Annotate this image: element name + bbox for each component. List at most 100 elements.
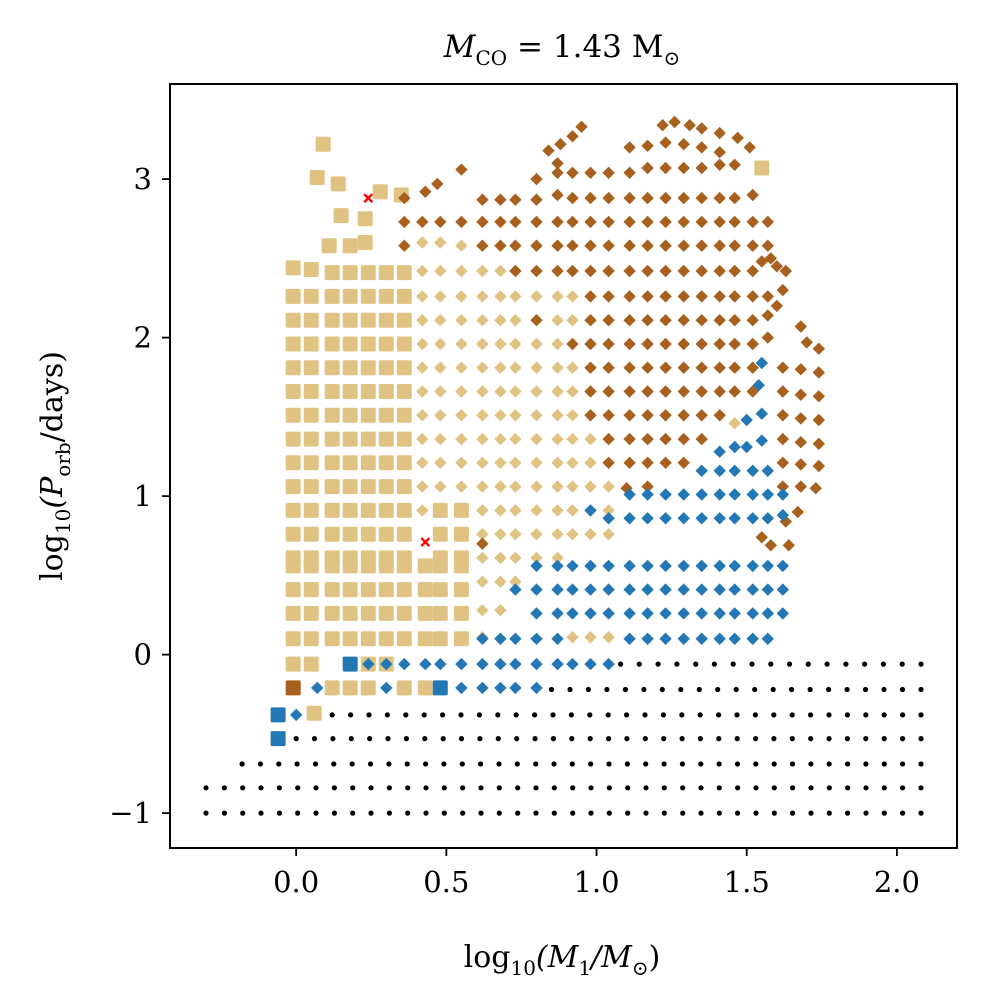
brown-diamond-point: [746, 188, 759, 202]
tan-diamond-point: [434, 385, 447, 398]
black-dot: [845, 810, 851, 816]
blue-diamond-point: [713, 445, 726, 458]
tan-square-point: [342, 605, 358, 621]
black-dot: [403, 736, 409, 742]
tan-square-point: [378, 360, 394, 376]
tan-diamond-point: [494, 361, 507, 374]
black-dot: [421, 712, 427, 718]
black-dot: [606, 810, 612, 816]
brown-diamond-point: [554, 138, 567, 151]
blue-diamond-point: [602, 607, 615, 620]
black-dot: [440, 712, 446, 718]
brown-diamond-point: [746, 264, 759, 278]
tan-diamond-point: [476, 432, 489, 446]
black-dot: [881, 785, 887, 791]
tan-diamond-point: [551, 361, 564, 374]
brown-diamond-point: [641, 139, 654, 152]
blue-diamond-point: [530, 607, 543, 620]
brown-diamond-point: [695, 409, 708, 422]
tan-diamond-point: [434, 432, 447, 446]
black-dot: [826, 785, 832, 791]
tan-square-point: [303, 656, 319, 672]
blue-diamond-point: [476, 681, 489, 695]
blue-diamond-point: [776, 508, 789, 522]
brown-diamond-point: [584, 361, 597, 374]
brown-diamond-point: [530, 314, 543, 327]
black-dot: [294, 761, 300, 767]
black-dot: [533, 810, 539, 816]
blue-diamond-point: [677, 488, 690, 501]
brown-diamond-point: [641, 290, 654, 303]
tan-diamond-point: [602, 480, 615, 493]
tan-square-point: [342, 312, 358, 328]
black-dot: [569, 736, 575, 742]
brown-diamond-point: [764, 252, 777, 265]
tan-square-point: [285, 656, 301, 672]
brown-diamond-point: [812, 390, 825, 403]
black-dot: [496, 761, 502, 767]
tan-square-point: [378, 312, 394, 328]
black-dot: [532, 736, 538, 742]
tan-square-point: [378, 455, 394, 471]
brown-diamond-point: [677, 361, 690, 374]
brown-diamond-point: [641, 385, 654, 398]
tan-square-point: [360, 336, 376, 352]
brown-diamond-point: [623, 432, 636, 446]
brown-diamond-point: [659, 215, 672, 229]
black-dot: [826, 761, 832, 767]
brown-diamond-point: [695, 215, 708, 229]
x-axis-label: log10(M1/M⊙): [464, 940, 661, 980]
tan-diamond-point: [530, 456, 543, 469]
blue-diamond-point: [434, 657, 447, 671]
black-dot: [331, 761, 337, 767]
brown-diamond-point: [641, 239, 654, 252]
brown-diamond-point: [551, 215, 564, 229]
tan-diamond-point: [494, 409, 507, 422]
tan-diamond-point: [551, 409, 564, 422]
brown-diamond-point: [731, 131, 744, 145]
brown-diamond-point: [761, 239, 774, 252]
brown-diamond-point: [677, 290, 690, 303]
brown-diamond-point: [695, 314, 708, 327]
blue-diamond-point: [776, 583, 789, 596]
brown-diamond-point: [770, 299, 783, 313]
blue-diamond-point: [761, 607, 774, 620]
tan-square-point: [324, 631, 340, 647]
blue-diamond-point: [641, 607, 654, 620]
blue-diamond-point: [551, 632, 564, 645]
blue-diamond-point: [566, 657, 579, 671]
brown-diamond-point: [602, 337, 615, 351]
tan-square-point: [324, 336, 340, 352]
blue-diamond-point: [746, 488, 759, 501]
tan-square-point: [360, 502, 376, 518]
black-dot: [624, 712, 630, 718]
tan-diamond-point: [530, 337, 543, 351]
blue-diamond-point: [761, 464, 774, 477]
brown-diamond-point: [641, 361, 654, 374]
tan-square-point: [321, 238, 337, 254]
tan-diamond-point: [494, 504, 507, 517]
tan-square-point: [342, 455, 358, 471]
brown-diamond-point: [434, 215, 447, 229]
blue-diamond-point: [746, 583, 759, 596]
tan-square-point: [303, 605, 319, 621]
brown-diamond-point: [695, 191, 708, 205]
tan-square-point: [396, 680, 412, 696]
brown-diamond-point: [677, 432, 690, 446]
brown-diamond-point: [602, 432, 615, 446]
brown-diamond-point: [713, 146, 726, 159]
brown-diamond-point: [641, 161, 654, 175]
tan-square-point: [342, 631, 358, 647]
tan-square-point: [378, 526, 394, 542]
tan-square-point: [396, 312, 412, 328]
black-dot: [458, 736, 465, 742]
tan-square-point: [303, 558, 319, 574]
y-tick-label: 1: [134, 479, 152, 513]
blue-diamond-point: [695, 559, 708, 573]
black-dot: [349, 761, 355, 767]
black-dot: [239, 761, 245, 767]
brown-diamond-point: [794, 436, 807, 449]
brown-square-point: [285, 680, 301, 696]
brown-diamond-point: [623, 337, 636, 351]
tan-diamond-point: [476, 528, 489, 541]
